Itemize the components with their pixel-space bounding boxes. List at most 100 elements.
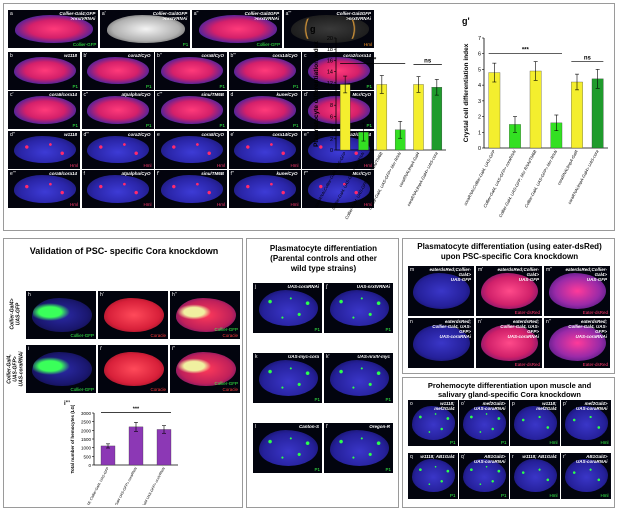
- chart-g2-label: g': [462, 16, 470, 26]
- y-axis-label: Total number of hemocytes (LG): [70, 405, 75, 473]
- x-tick-label: Collier-Gal4, UAS-GFP> Mcr RNAi: [367, 150, 402, 210]
- panel-letter: a''': [285, 11, 292, 17]
- lymph-gland-tissue: [103, 351, 164, 387]
- panel-letter: e': [230, 131, 235, 138]
- channel-label: P1: [182, 42, 189, 47]
- marker-signal: [15, 176, 75, 202]
- genotype-label: atpalpha/CyO: [121, 171, 151, 176]
- panel-letter: k: [255, 354, 258, 360]
- channel-label: P1: [72, 123, 78, 128]
- channel-label: P1: [292, 123, 299, 128]
- panel-letter: h'': [172, 292, 177, 298]
- panel-m-box: Plasmatocyte differentiation (using eate…: [402, 238, 615, 374]
- micrograph-tile: e' cora14/CyO Hml: [228, 130, 301, 169]
- genotype-label: UAS-nrxIVRNAi: [356, 284, 390, 289]
- channel-label: Coracle: [150, 333, 166, 338]
- genotype-label: Canton-S: [299, 424, 319, 429]
- panel-letter: c: [304, 52, 307, 59]
- panel-letter: d'': [10, 131, 15, 138]
- chart-g-prime: 0 1 2 3 4 5 6 7 Crystal cell differentiation ind…: [463, 36, 608, 218]
- y-tick-label: 3: [478, 99, 481, 105]
- genotype-label: kune/CyO: [276, 171, 298, 176]
- bar: [339, 84, 351, 151]
- panel-letter: b: [10, 52, 13, 59]
- marker-signal: [259, 432, 317, 464]
- y-tick-label: 18: [327, 47, 333, 53]
- panel-letter: r: [512, 453, 514, 460]
- marker-signal: [565, 408, 607, 438]
- significance-label: ns: [424, 59, 432, 65]
- channel-label-2: Coracle: [222, 387, 238, 392]
- y-tick-label: 2500: [81, 420, 92, 425]
- lymph-gland-tissue: [549, 273, 607, 309]
- micrograph-tile: c'' atpalpha/CyO P1: [81, 91, 154, 129]
- panel-letter: j': [326, 284, 329, 290]
- genotype-label: Collier-Gal4GFP >nrxIVRNAi: [244, 11, 280, 21]
- x-tick-label: w1118; Collier-Gal4, UAS-GFP: [83, 466, 110, 505]
- channel-label: P1: [385, 327, 391, 332]
- channel-label: P1: [219, 83, 225, 89]
- lymph-gland-tissue: [413, 273, 471, 309]
- panel-letter: d''': [83, 131, 90, 138]
- significance-label: ***: [522, 48, 530, 54]
- bar: [488, 72, 501, 149]
- y-tick-label: 3000: [81, 411, 92, 416]
- micrograph-tile: a' Collier-Gal4GFP >nrxIVRNAi P1: [99, 10, 191, 48]
- channel-label: Hml: [549, 492, 558, 498]
- panel-letter: n: [410, 319, 413, 325]
- genotype-label: Collier-Gal4GFP >nrxIVRNAi: [152, 11, 188, 21]
- chart-g: 0 2 4 6 8 10 12 14 16 18 20 Plasmatocyte differenti…: [313, 36, 446, 220]
- genotype-label: cora5/CyO: [201, 52, 224, 58]
- lymph-gland-tissue: [234, 96, 297, 124]
- micrograph-tile: e''' cora5/cora14 Hml: [8, 170, 80, 208]
- y-tick-label: 500: [83, 454, 91, 459]
- micrograph-tile: f atpalpha/CyO Hml: [81, 170, 154, 208]
- lymph-gland-tissue: [198, 15, 277, 43]
- y-tick-label: 6: [330, 114, 333, 120]
- channel-label: Hml: [364, 42, 372, 47]
- genotype-label: w1118; AB1Gal4: [522, 453, 557, 459]
- micrograph-tile: r w1118; AB1Gal4 Hml: [510, 452, 560, 499]
- micrograph-tile: m eaterdsRed;Collier-Gal4> UAS-GFP: [408, 266, 474, 316]
- panel-letter: c''': [157, 92, 163, 98]
- micrograph-tile: k UAS-myc-cora P1: [253, 353, 322, 403]
- channel-label: Collier-GFP: [214, 327, 238, 332]
- channel-label: Hml: [143, 162, 152, 168]
- panel-letter: i: [28, 346, 30, 352]
- lymph-gland-tissue: [549, 325, 607, 361]
- micrograph-tile: c' cora5/cora14 P1: [8, 91, 80, 129]
- panel-o-box: Prohemocyte differentiation upon muscle …: [402, 377, 615, 508]
- panel-j-title: Plasmatocyte differentiation (Parental c…: [269, 244, 378, 273]
- panel-letter: p: [512, 401, 515, 407]
- panel-h-box: Validation of PSC- specific Cora knockdo…: [3, 238, 243, 508]
- y-tick-label: 14: [327, 70, 333, 76]
- panel-o-title: Prohemocyte differentiation upon muscle …: [427, 381, 592, 399]
- channel-label: Hml: [364, 202, 372, 207]
- genotype-label: cora14/CyO: [272, 131, 298, 137]
- lymph-gland-tissue: [13, 56, 76, 85]
- panel-letter: i': [100, 346, 103, 352]
- significance-label: ***: [369, 58, 377, 64]
- marker-signal: [463, 408, 505, 438]
- genotype-label: cora5/cora14: [49, 171, 77, 176]
- lymph-gland-tissue: [481, 325, 539, 361]
- channel-label: P1: [366, 83, 372, 89]
- bar: [376, 84, 388, 151]
- channel-label: Hml: [600, 492, 609, 498]
- micrograph-tile: n eaterdsRed; Collier-Gal4, UAS-GFP> UAS-…: [408, 318, 474, 368]
- panel-letter: f''': [304, 171, 309, 177]
- channel-label: Collier-GFP: [256, 42, 281, 47]
- y-tick-label: 8: [330, 103, 333, 109]
- x-tick-label: Collier-Gal4 UAS-GFP> nrxIVRNAi: [136, 466, 166, 505]
- micrograph-tile: f' sinu/TM6B Hml: [155, 170, 227, 208]
- panel-letter: q: [410, 453, 413, 460]
- micrograph-tile: b w1118 P1: [8, 51, 80, 90]
- marker-signal: [235, 137, 295, 162]
- genotype-label: sinu/TM6B: [201, 171, 224, 176]
- y-tick-label: 2: [330, 137, 333, 143]
- panel-letter: r': [563, 453, 566, 460]
- panel-letter: b''': [230, 52, 237, 59]
- micrograph-tile: a Collier-Gal4;GFP >nrxIVRNAi Collier-GFP: [8, 10, 99, 48]
- genotype-label: AB1Gal4> UAS-coraRNAi: [473, 453, 506, 464]
- genotype-label: eaterdsRed;Collier-Gal4> UAS-GFP: [565, 267, 607, 282]
